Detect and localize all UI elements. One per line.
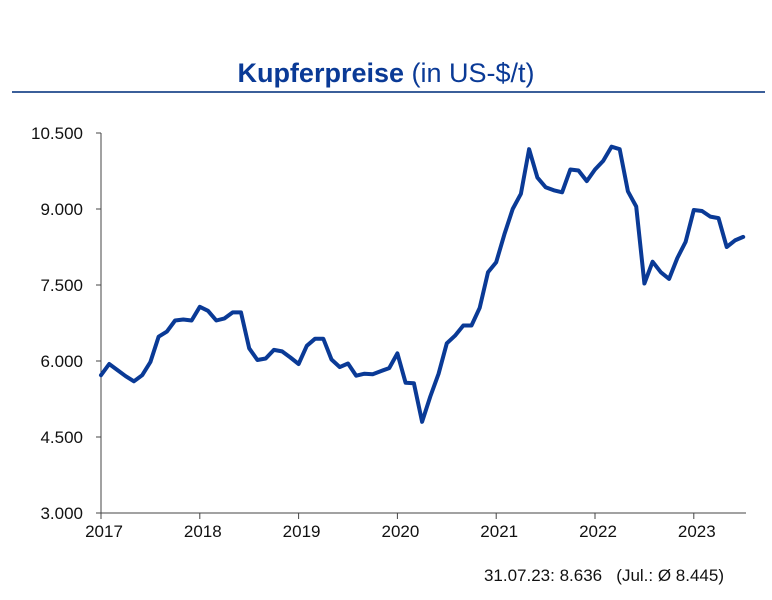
y-tick-label: 4.500 [40, 428, 83, 447]
x-tick-label: 2018 [184, 522, 222, 541]
title-rule [12, 91, 765, 93]
x-tick-label: 2017 [85, 522, 123, 541]
price-line [99, 144, 746, 424]
x-tick-label: 2022 [579, 522, 617, 541]
y-tick-label: 6.000 [40, 352, 83, 371]
chart-title-unit: (in US-$/t) [404, 58, 535, 88]
footer-note: 31.07.23: 8.636 (Jul.: Ø 8.445) [483, 566, 724, 585]
y-tick-label: 7.500 [40, 276, 83, 295]
chart-title-bold: Kupferpreise [237, 58, 405, 88]
x-tick-label: 2020 [381, 522, 419, 541]
chart-title: Kupferpreise (in US-$/t) [0, 58, 772, 89]
x-tick-label: 2021 [480, 522, 518, 541]
x-tick-label: 2023 [678, 522, 716, 541]
y-tick-label: 3.000 [40, 504, 83, 523]
y-tick-label: 9.000 [40, 200, 83, 219]
x-tick-label: 2019 [283, 522, 321, 541]
y-tick-label: 10.500 [31, 124, 83, 143]
